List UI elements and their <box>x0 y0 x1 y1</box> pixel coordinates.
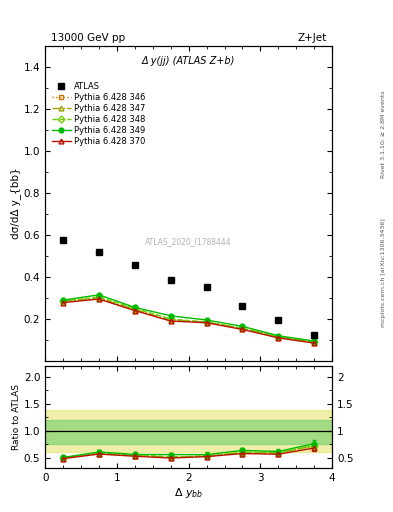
Text: Rivet 3.1.10; ≥ 2.8M events: Rivet 3.1.10; ≥ 2.8M events <box>381 91 386 178</box>
Y-axis label: Ratio to ATLAS: Ratio to ATLAS <box>12 385 21 450</box>
ATLAS <box>240 303 245 309</box>
X-axis label: $\Delta$ $y_{bb}$: $\Delta$ $y_{bb}$ <box>174 486 203 500</box>
Line: ATLAS: ATLAS <box>60 237 318 338</box>
Text: ATLAS_2020_I1788444: ATLAS_2020_I1788444 <box>145 237 232 246</box>
ATLAS <box>132 262 137 268</box>
Legend: ATLAS, Pythia 6.428 346, Pythia 6.428 347, Pythia 6.428 348, Pythia 6.428 349, P: ATLAS, Pythia 6.428 346, Pythia 6.428 34… <box>52 82 145 146</box>
ATLAS <box>97 249 101 255</box>
ATLAS <box>204 285 209 291</box>
Bar <box>45 420 332 444</box>
Bar <box>45 410 332 452</box>
Text: mcplots.cern.ch [arXiv:1306.3436]: mcplots.cern.ch [arXiv:1306.3436] <box>381 219 386 327</box>
ATLAS <box>61 237 66 243</box>
Text: Z+Jet: Z+Jet <box>297 33 326 43</box>
ATLAS <box>276 317 281 323</box>
ATLAS <box>312 332 316 338</box>
Y-axis label: dσ/dΔ y_{bb}: dσ/dΔ y_{bb} <box>10 168 21 239</box>
Text: 13000 GeV pp: 13000 GeV pp <box>51 33 125 43</box>
Text: Δ y(jj) (ATLAS Z+b): Δ y(jj) (ATLAS Z+b) <box>142 55 235 66</box>
ATLAS <box>168 277 173 283</box>
